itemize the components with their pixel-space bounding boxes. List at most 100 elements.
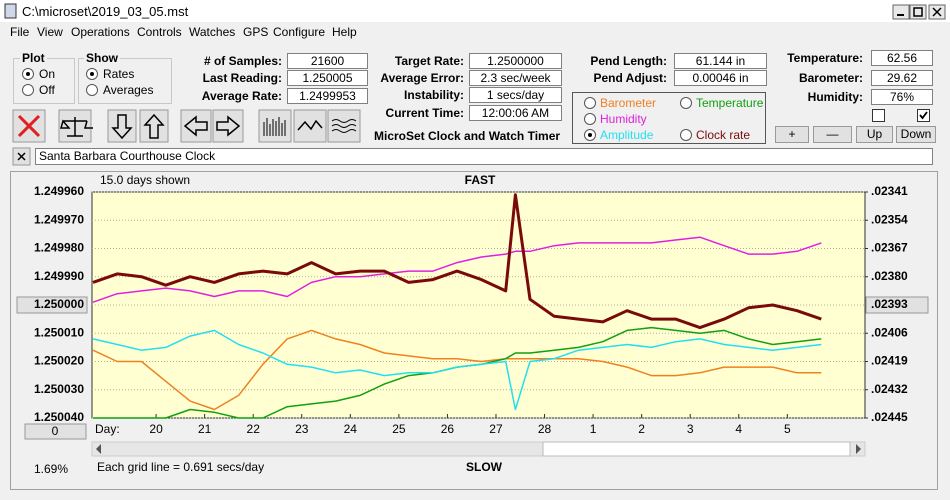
checkbox[interactable] xyxy=(872,109,885,122)
window-controls[interactable] xyxy=(892,4,946,20)
x-tick-label: 26 xyxy=(441,422,455,436)
field-value: 2.3 sec/week xyxy=(469,70,562,86)
y-tick-label: 1.250010 xyxy=(34,325,84,339)
y-tick-label: 1.249980 xyxy=(34,241,84,255)
group-title: Plot xyxy=(20,51,47,65)
legend-label: Amplitude xyxy=(600,128,654,142)
menu-item[interactable]: View xyxy=(37,25,63,39)
checkbox[interactable] xyxy=(917,109,930,122)
x-tick-label: 3 xyxy=(687,422,694,436)
menu-item[interactable]: File xyxy=(10,25,30,39)
chart-footer: SLOW xyxy=(466,460,503,474)
y2-tick-label: .02341 xyxy=(871,184,908,198)
legend-radio[interactable] xyxy=(680,97,692,109)
y2-tick-label: .02393 xyxy=(871,297,908,311)
field-value: 29.62 xyxy=(871,70,933,86)
menu-item[interactable]: Configure xyxy=(273,25,326,39)
grid-note: Each grid line = 0.691 secs/day xyxy=(97,460,264,474)
y2-tick-label: .02445 xyxy=(871,410,908,424)
field-label: Humidity: xyxy=(807,90,863,104)
radio-label: Off xyxy=(39,83,55,97)
y2-tick-label: .02406 xyxy=(871,325,908,339)
field-label: Pend Adjust: xyxy=(593,71,667,85)
field-label: Pend Length: xyxy=(590,54,667,68)
y-tick-label: 1.250000 xyxy=(34,297,84,311)
x-reset-label: 0 xyxy=(52,424,59,438)
adjust-button[interactable]: + xyxy=(775,126,809,143)
menu-item[interactable]: Operations xyxy=(71,25,130,39)
radio-button[interactable] xyxy=(22,84,34,96)
x-tick-label: 5 xyxy=(784,422,791,436)
field-label: # of Samples: xyxy=(203,54,282,68)
y-tick-label: 1.249960 xyxy=(34,184,84,198)
y2-tick-label: .02380 xyxy=(871,269,908,283)
app-name: MicroSet Clock and Watch Timer xyxy=(374,129,561,143)
group-title: Show xyxy=(84,51,120,65)
radio-button[interactable] xyxy=(86,84,98,96)
watch-name-field[interactable]: Santa Barbara Courthouse Clock xyxy=(35,148,933,165)
field-value: 1.250005 xyxy=(287,70,368,86)
adjust-button[interactable]: — xyxy=(813,126,852,143)
minimize-button[interactable] xyxy=(892,4,910,20)
field-value: 1.2499953 xyxy=(287,88,368,104)
x-tick-label: 1 xyxy=(590,422,597,436)
legend-radio[interactable] xyxy=(584,113,596,125)
x-tick-label: 4 xyxy=(735,422,742,436)
legend-radio[interactable] xyxy=(584,129,596,141)
field-value: 1 secs/day xyxy=(469,87,562,103)
field-label: Barometer: xyxy=(798,71,863,85)
radio-label: Averages xyxy=(103,83,154,97)
chart-subtitle: 15.0 days shown xyxy=(100,173,190,187)
x-axis-label: Day: xyxy=(95,422,120,436)
chart-panel xyxy=(10,171,938,490)
field-value: 12:00:06 AM xyxy=(469,105,562,121)
legend-label: Temperature xyxy=(696,96,764,110)
maximize-button[interactable] xyxy=(909,4,927,20)
y2-tick-label: .02354 xyxy=(871,212,908,226)
x-tick-label: 22 xyxy=(247,422,261,436)
field-value: 61.144 in xyxy=(674,53,767,69)
radio-button[interactable] xyxy=(22,68,34,80)
y2-tick-label: .02432 xyxy=(871,382,908,396)
y2-tick-label: .02419 xyxy=(871,354,908,368)
x-tick-label: 25 xyxy=(392,422,406,436)
y-tick-label: 1.249970 xyxy=(34,212,84,226)
x-tick-label: 28 xyxy=(538,422,552,436)
y-reference-button[interactable] xyxy=(16,296,88,314)
field-label: Average Error: xyxy=(380,71,464,85)
series-line xyxy=(92,329,822,411)
y-tick-label: 1.249990 xyxy=(34,269,84,283)
legend-label: Clock rate xyxy=(696,128,751,142)
legend-radio[interactable] xyxy=(680,129,692,141)
x-tick-label: 2 xyxy=(638,422,645,436)
x-reset-button[interactable] xyxy=(24,423,87,440)
field-label: Last Reading: xyxy=(202,71,282,85)
series-line xyxy=(92,329,822,411)
x-tick-label: 24 xyxy=(344,422,358,436)
field-label: Average Rate: xyxy=(201,89,282,103)
adjust-button[interactable]: Up xyxy=(856,126,893,143)
x-tick-label: 27 xyxy=(489,422,503,436)
menu-item[interactable]: GPS xyxy=(243,25,269,39)
series-line xyxy=(92,193,822,330)
menu-item[interactable]: Help xyxy=(332,25,357,39)
y2-tick-label: .02367 xyxy=(871,241,908,255)
chart-title: FAST xyxy=(465,173,496,187)
app-icon xyxy=(4,3,17,19)
radio-button[interactable] xyxy=(86,68,98,80)
x-tick-label: 21 xyxy=(198,422,212,436)
legend-radio[interactable] xyxy=(584,97,596,109)
adjust-button[interactable]: Down xyxy=(896,126,936,143)
menu-item[interactable]: Watches xyxy=(189,25,236,39)
series-line xyxy=(92,236,822,303)
scrollbar[interactable] xyxy=(91,441,866,457)
status-left: 1.69% xyxy=(34,462,69,476)
legend-label: Humidity xyxy=(600,112,647,126)
smooth-button[interactable] xyxy=(327,109,361,143)
radio-label: On xyxy=(39,67,56,81)
y2-reference-button[interactable] xyxy=(865,296,929,314)
show-group xyxy=(78,58,172,104)
menu-item[interactable]: Controls xyxy=(137,25,182,39)
